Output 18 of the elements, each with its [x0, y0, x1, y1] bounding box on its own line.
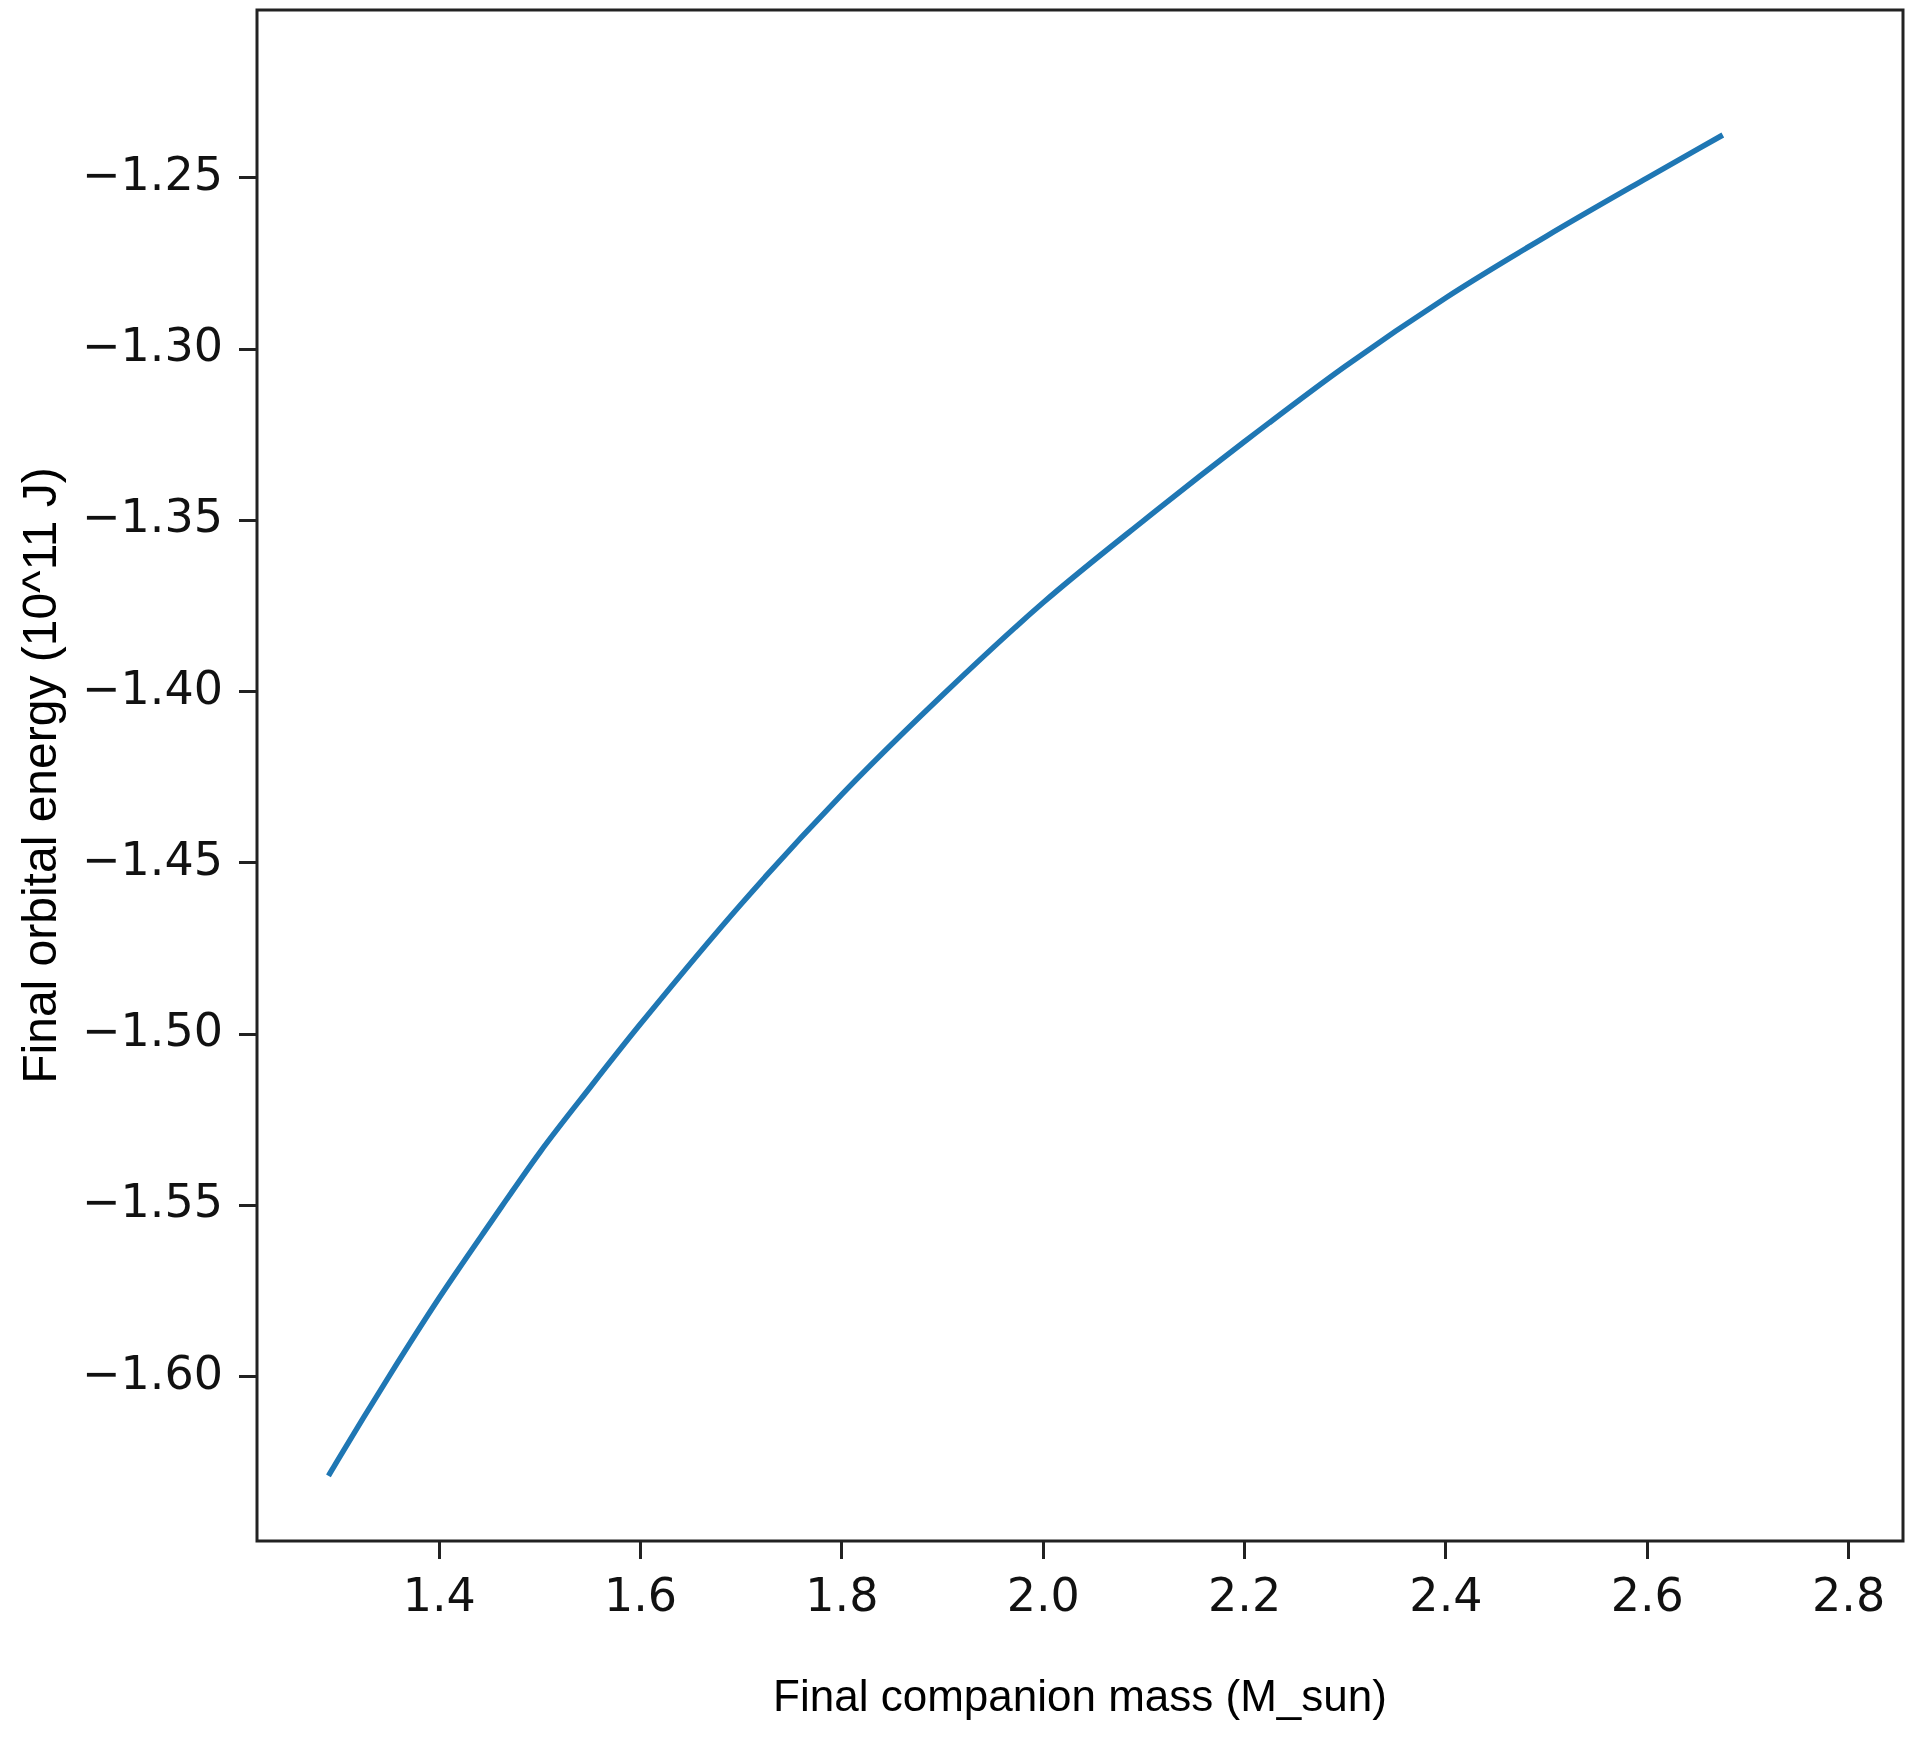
x-tick-label: 2.4 [1409, 1567, 1483, 1622]
x-tick-label: 2.2 [1208, 1567, 1282, 1622]
y-tick-label: −1.60 [82, 1345, 223, 1400]
y-tick-label: −1.50 [82, 1003, 223, 1058]
x-axis-title: Final companion mass (M_sun) [773, 1670, 1387, 1720]
x-tick-label: 2.8 [1812, 1567, 1886, 1622]
x-tick-label: 1.6 [603, 1567, 678, 1622]
y-tick-label: −1.55 [82, 1174, 223, 1229]
x-tick-label: 2.0 [1006, 1567, 1080, 1622]
y-tick-label: −1.45 [82, 831, 223, 886]
y-tick-label: −1.30 [82, 318, 223, 373]
y-tick-label: −1.40 [82, 660, 223, 715]
y-tick-label: −1.35 [82, 489, 223, 544]
x-tick-label: 2.6 [1610, 1567, 1684, 1622]
y-axis-title: Final orbital energy (10^11 J) [13, 467, 67, 1084]
x-tick-label: 1.4 [402, 1567, 476, 1622]
y-tick-label: −1.25 [82, 146, 223, 201]
x-tick-label: 1.8 [805, 1567, 879, 1622]
